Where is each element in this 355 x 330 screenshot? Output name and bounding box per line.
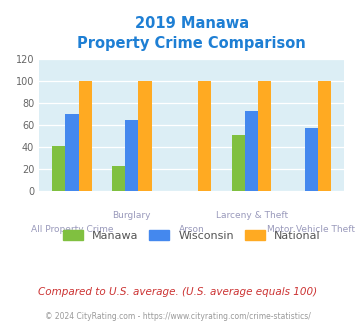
Bar bbox=[232, 135, 245, 191]
Bar bbox=[65, 115, 78, 191]
Bar bbox=[52, 146, 65, 191]
Bar bbox=[305, 128, 318, 191]
Title: 2019 Manawa
Property Crime Comparison: 2019 Manawa Property Crime Comparison bbox=[77, 16, 306, 51]
Bar bbox=[198, 82, 212, 191]
Bar bbox=[112, 166, 125, 191]
Text: Compared to U.S. average. (U.S. average equals 100): Compared to U.S. average. (U.S. average … bbox=[38, 287, 317, 297]
Text: Larceny & Theft: Larceny & Theft bbox=[215, 211, 288, 220]
Legend: Manawa, Wisconsin, National: Manawa, Wisconsin, National bbox=[59, 226, 325, 246]
Bar bbox=[78, 82, 92, 191]
Bar bbox=[138, 82, 152, 191]
Bar bbox=[245, 111, 258, 191]
Text: Motor Vehicle Theft: Motor Vehicle Theft bbox=[267, 225, 355, 234]
Text: Burglary: Burglary bbox=[113, 211, 151, 220]
Text: All Property Crime: All Property Crime bbox=[31, 225, 113, 234]
Text: Arson: Arson bbox=[179, 225, 204, 234]
Text: © 2024 CityRating.com - https://www.cityrating.com/crime-statistics/: © 2024 CityRating.com - https://www.city… bbox=[45, 312, 310, 321]
Bar bbox=[125, 120, 138, 191]
Bar bbox=[318, 82, 331, 191]
Bar bbox=[258, 82, 271, 191]
